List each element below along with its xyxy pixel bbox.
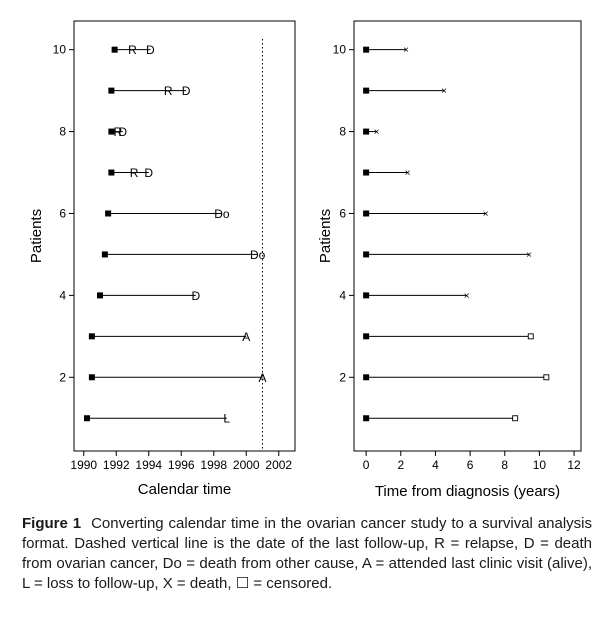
caption-text: Converting calendar time in the ovarian …: [22, 515, 592, 592]
left-panel-calendar-time: 1990 1992 1994 1996 1998 2000 2002 2 4 6 8 10 Calend…: [28, 20, 296, 498]
y-tick-label: 8: [339, 125, 346, 139]
plot-frame: [353, 20, 582, 452]
x-axis-label: Time from diagnosis (years): [375, 483, 560, 500]
patient-8-start-marker: [108, 128, 115, 135]
figure-panels: 1990 1992 1994 1996 1998 2000 2002 2 4 6 8 10 Calend…: [28, 20, 582, 500]
patient-6-event-label: Do: [214, 207, 230, 221]
y-tick-label: 6: [59, 206, 66, 220]
patient-2-start-marker: [88, 374, 95, 381]
patient-4-death-marker: ×: [464, 291, 470, 302]
x-tick-label: 1992: [103, 458, 130, 472]
patient-10-start-marker: [363, 46, 370, 53]
patient-1-start-marker: [84, 415, 90, 422]
patient-2-start-marker: [363, 374, 370, 381]
patient-10-start-marker: [111, 46, 118, 53]
patient-8-start-marker: [363, 128, 370, 135]
x-tick-label: 2: [397, 458, 404, 472]
figure-label: Figure 1: [22, 515, 82, 532]
patient-5-death-marker: ×: [526, 250, 532, 261]
x-tick-label: 4: [432, 458, 439, 472]
x-tick-label: 1996: [168, 458, 195, 472]
x-tick-label: 10: [533, 458, 547, 472]
patient-3-start-marker: [88, 333, 95, 340]
patient-6-death-marker: ×: [483, 209, 489, 220]
patient-6-start-marker: [105, 210, 112, 217]
patient-5-start-marker: [101, 251, 108, 258]
patient-7-event-label: D: [144, 166, 153, 180]
patient-4-start-marker: [97, 292, 103, 299]
x-tick-label: 0: [363, 458, 370, 472]
figure-caption: Figure 1 Converting calendar time in the …: [22, 514, 592, 594]
patient-9-event-label: R: [164, 84, 173, 98]
patient-5-event-label: Do: [250, 248, 266, 262]
x-tick-label: 1994: [135, 458, 162, 472]
patient-6-start-marker: [363, 210, 370, 217]
patient-1-censored-marker: [512, 415, 519, 422]
y-tick-label: 6: [339, 206, 346, 220]
patient-7-death-marker: ×: [405, 168, 411, 179]
patient-2-censored-marker: [543, 374, 550, 381]
patient-7-start-marker: [108, 169, 115, 176]
patient-7-event-label: R: [130, 166, 139, 180]
patient-9-death-marker: ×: [441, 86, 447, 97]
patient-9-event-label: D: [182, 84, 191, 98]
patient-9-start-marker: [108, 87, 115, 94]
y-tick-label: 4: [59, 288, 66, 302]
patient-8-event-label: D: [118, 125, 127, 139]
x-tick-label: 12: [567, 458, 581, 472]
patient-9-start-marker: [363, 87, 370, 94]
y-tick-label: 2: [339, 370, 346, 384]
patient-8-event-label: R: [114, 125, 123, 139]
patient-10-death-marker: ×: [403, 45, 409, 56]
y-tick-label: 10: [333, 43, 347, 57]
patient-3-event-label: A: [242, 330, 250, 344]
x-tick-label: 1990: [70, 458, 97, 472]
y-tick-label: 4: [339, 288, 346, 302]
patient-5-start-marker: [363, 251, 370, 258]
x-tick-label: 2002: [265, 458, 292, 472]
patient-10-event-label: D: [146, 43, 155, 57]
patient-8-death-marker: ×: [374, 127, 380, 138]
x-tick-label: 2000: [233, 458, 260, 472]
patient-7-start-marker: [363, 169, 370, 176]
y-axis-label: Patients: [28, 209, 45, 263]
patient-1-event-label: L: [223, 412, 230, 426]
patient-3-censored-marker: [527, 333, 534, 340]
patient-10-event-label: R: [128, 43, 137, 57]
x-tick-label: 6: [467, 458, 474, 472]
patient-4-start-marker: [363, 292, 370, 299]
plot-frame: [73, 20, 296, 452]
x-axis-label: Calendar time: [138, 481, 231, 498]
y-axis-label: Patients: [317, 209, 334, 263]
x-tick-label: 1998: [200, 458, 227, 472]
y-tick-label: 8: [59, 125, 66, 139]
patient-1-start-marker: [363, 415, 370, 422]
right-panel-time-from-diagnosis: 0 2 4 6 8 10 12 2 4 6 8 10 Time from diagnosis (year…: [317, 20, 582, 500]
x-tick-label: 8: [501, 458, 508, 472]
patient-3-start-marker: [363, 333, 370, 340]
y-tick-label: 2: [59, 370, 66, 384]
patient-4-event-label: D: [192, 289, 201, 303]
patient-2-event-label: A: [258, 371, 266, 385]
y-tick-label: 10: [53, 43, 67, 57]
